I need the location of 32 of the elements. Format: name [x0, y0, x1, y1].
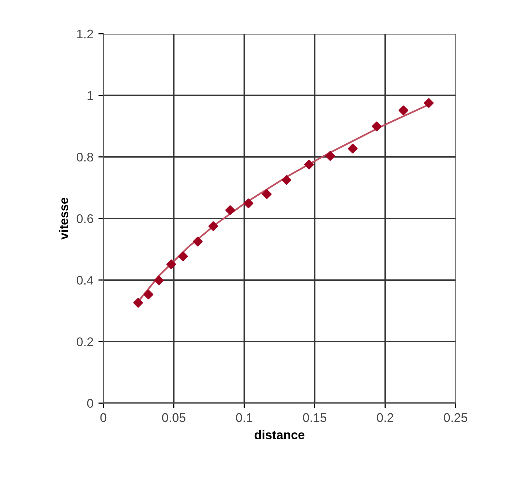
- x-axis-title: distance: [254, 430, 305, 440]
- point: [282, 175, 292, 186]
- point: [193, 236, 203, 247]
- point: [154, 276, 164, 286]
- y-tick-label: 0.6: [76, 214, 94, 224]
- point: [304, 160, 314, 170]
- point: [134, 298, 144, 308]
- point: [244, 198, 254, 208]
- x-tick-label: 0.2: [377, 413, 394, 422]
- point: [372, 122, 382, 132]
- point: [144, 290, 154, 300]
- x-tick-label: 0.25: [444, 413, 468, 422]
- y-tick-label: 1.2: [77, 30, 94, 39]
- point: [166, 260, 176, 270]
- point: [262, 190, 272, 200]
- point: [348, 144, 358, 154]
- point: [208, 222, 218, 232]
- y-tick-label: 1: [88, 92, 94, 100]
- y-axis-title: vitesse: [59, 198, 68, 240]
- point: [424, 98, 434, 108]
- point: [326, 151, 336, 162]
- x-tick-label: 0.1: [236, 413, 253, 422]
- y-tick-label: 0.8: [76, 152, 94, 162]
- point: [398, 106, 409, 116]
- y-tick-label: 0: [87, 399, 94, 408]
- point: [178, 252, 188, 262]
- x-tick-label: 0.15: [303, 413, 327, 422]
- point: [226, 206, 236, 216]
- y-tick-label: 0.2: [76, 338, 94, 346]
- x-tick-label: 0.05: [162, 413, 186, 422]
- x-tick-label: 0: [100, 413, 107, 422]
- y-tick-label: 0.4: [76, 276, 94, 285]
